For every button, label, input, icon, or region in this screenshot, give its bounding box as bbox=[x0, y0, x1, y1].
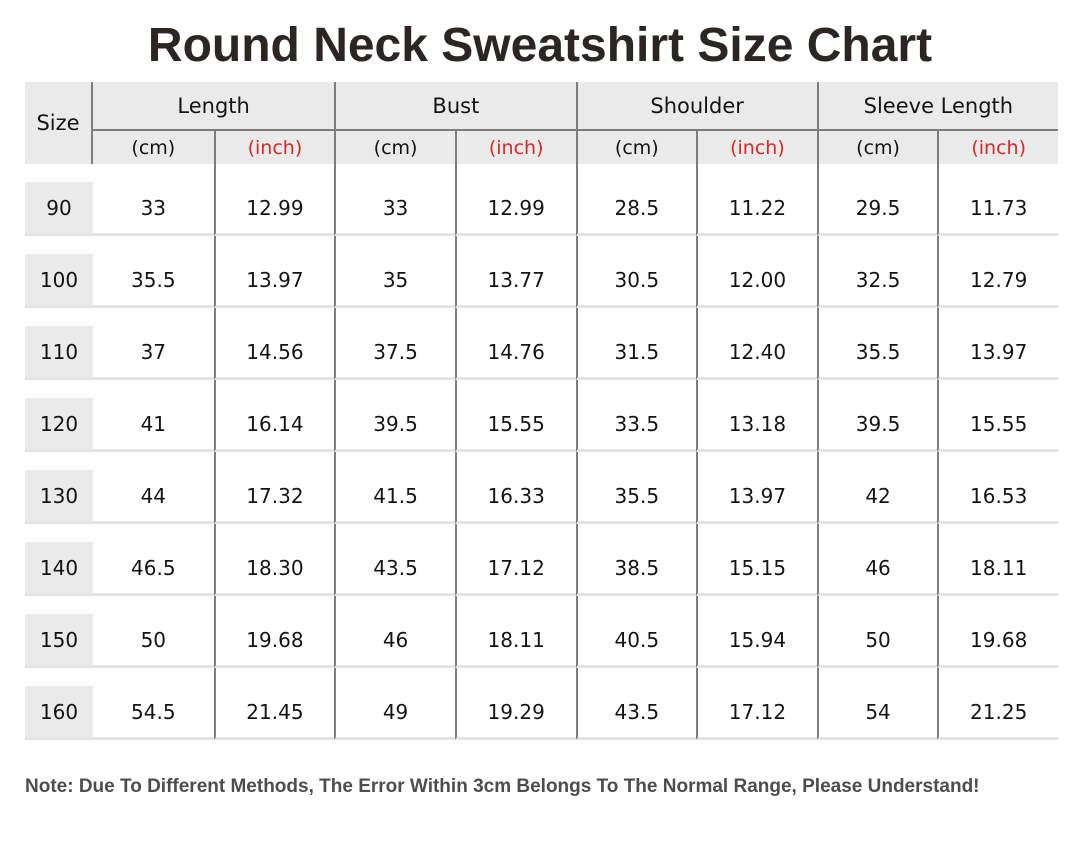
table-cell-shoulder-cm: 38.5 bbox=[575, 524, 697, 596]
table-cell-shoulder-inch: 11.22 bbox=[696, 164, 817, 236]
size-table: Size Length Bust Shoulder Sleeve Length … bbox=[25, 82, 1058, 740]
table-cell-shoulder-inch: 15.94 bbox=[696, 596, 817, 668]
table-cell-length-cm: 50 bbox=[93, 596, 214, 668]
column-group-bust: Bust bbox=[334, 82, 576, 131]
unit-header-shoulder-cm: (cm) bbox=[575, 131, 697, 164]
unit-header-shoulder-inch: (inch) bbox=[696, 131, 817, 164]
table-cell-length-inch: 18.30 bbox=[213, 524, 335, 596]
table-cell-shoulder-cm: 43.5 bbox=[575, 668, 697, 740]
table-cell-sleeve-inch: 18.11 bbox=[937, 524, 1058, 596]
table-cell-length-cm: 37 bbox=[93, 308, 214, 380]
table-cell-length-inch: 17.32 bbox=[213, 452, 335, 524]
column-group-sleeve-length: Sleeve Length bbox=[816, 82, 1058, 131]
size-cell: 90 bbox=[25, 164, 93, 236]
table-cell-shoulder-cm: 31.5 bbox=[575, 308, 697, 380]
size-chart-page: Round Neck Sweatshirt Size Chart Size Le… bbox=[0, 10, 1080, 798]
table-cell-sleeve-inch: 13.97 bbox=[937, 308, 1058, 380]
table-cell-shoulder-inch: 13.97 bbox=[696, 452, 817, 524]
table-cell-bust-inch: 15.55 bbox=[454, 380, 576, 452]
table-cell-shoulder-cm: 28.5 bbox=[575, 164, 697, 236]
table-cell-length-cm: 41 bbox=[93, 380, 214, 452]
size-cell: 120 bbox=[25, 380, 93, 452]
table-cell-length-inch: 21.45 bbox=[213, 668, 335, 740]
table-cell-length-cm: 54.5 bbox=[93, 668, 214, 740]
table-cell-bust-cm: 46 bbox=[334, 596, 455, 668]
table-cell-sleeve-cm: 32.5 bbox=[816, 236, 938, 308]
table-cell-shoulder-cm: 35.5 bbox=[575, 452, 697, 524]
table-cell-bust-inch: 19.29 bbox=[454, 668, 576, 740]
column-header-size: Size bbox=[25, 82, 93, 164]
table-cell-sleeve-inch: 15.55 bbox=[937, 380, 1058, 452]
size-cell: 150 bbox=[25, 596, 93, 668]
table-cell-length-inch: 14.56 bbox=[213, 308, 335, 380]
table-cell-shoulder-inch: 13.18 bbox=[696, 380, 817, 452]
table-cell-sleeve-cm: 29.5 bbox=[816, 164, 938, 236]
table-body: 90 33 12.99 33 12.99 28.5 11.22 29.5 11.73 100 35.… bbox=[25, 164, 1058, 740]
table-cell-length-cm: 33 bbox=[93, 164, 214, 236]
unit-header-bust-cm: (cm) bbox=[334, 131, 455, 164]
unit-header-bust-inch: (inch) bbox=[454, 131, 576, 164]
table-cell-length-cm: 44 bbox=[93, 452, 214, 524]
table-cell-bust-inch: 13.77 bbox=[454, 236, 576, 308]
table-cell-bust-inch: 17.12 bbox=[454, 524, 576, 596]
unit-header-sleeve-inch: (inch) bbox=[937, 131, 1058, 164]
column-group-shoulder: Shoulder bbox=[575, 82, 817, 131]
table-cell-shoulder-inch: 12.40 bbox=[696, 308, 817, 380]
table-cell-shoulder-cm: 33.5 bbox=[575, 380, 697, 452]
table-cell-length-inch: 19.68 bbox=[213, 596, 335, 668]
table-cell-length-cm: 35.5 bbox=[93, 236, 214, 308]
table-cell-bust-inch: 14.76 bbox=[454, 308, 576, 380]
table-cell-bust-inch: 12.99 bbox=[454, 164, 576, 236]
table-cell-shoulder-inch: 17.12 bbox=[696, 668, 817, 740]
table-cell-sleeve-cm: 35.5 bbox=[816, 308, 938, 380]
table-cell-shoulder-inch: 15.15 bbox=[696, 524, 817, 596]
table-cell-sleeve-inch: 12.79 bbox=[937, 236, 1058, 308]
unit-header-length-cm: (cm) bbox=[131, 136, 176, 159]
table-cell-sleeve-cm: 42 bbox=[816, 452, 938, 524]
table-cell-sleeve-cm: 46 bbox=[816, 524, 938, 596]
size-cell: 160 bbox=[25, 668, 93, 740]
table-cell-sleeve-inch: 19.68 bbox=[937, 596, 1058, 668]
column-group-length: Length bbox=[93, 82, 335, 131]
size-cell: 100 bbox=[25, 236, 93, 308]
table-cell-length-inch: 16.14 bbox=[213, 380, 335, 452]
table-cell-bust-cm: 39.5 bbox=[334, 380, 455, 452]
table-cell-bust-cm: 49 bbox=[334, 668, 455, 740]
table-cell-length-inch: 12.99 bbox=[213, 164, 335, 236]
table-cell-bust-cm: 41.5 bbox=[334, 452, 455, 524]
table-cell-sleeve-inch: 16.53 bbox=[937, 452, 1058, 524]
table-cell-sleeve-inch: 11.73 bbox=[937, 164, 1058, 236]
table-cell-bust-cm: 35 bbox=[334, 236, 455, 308]
unit-header-length-inch: (inch) bbox=[213, 131, 335, 164]
size-cell: 110 bbox=[25, 308, 93, 380]
table-cell-sleeve-inch: 21.25 bbox=[937, 668, 1058, 740]
table-cell-bust-cm: 37.5 bbox=[334, 308, 455, 380]
table-cell-length-inch: 13.97 bbox=[213, 236, 335, 308]
table-cell-bust-inch: 16.33 bbox=[454, 452, 576, 524]
table-cell-bust-cm: 33 bbox=[334, 164, 455, 236]
table-header: Size Length Bust Shoulder Sleeve Length … bbox=[25, 82, 1058, 164]
size-cell: 130 bbox=[25, 452, 93, 524]
note-text: Note: Due To Different Methods, The Erro… bbox=[25, 776, 980, 797]
page-title: Round Neck Sweatshirt Size Chart bbox=[147, 19, 933, 72]
table-cell-sleeve-cm: 50 bbox=[816, 596, 938, 668]
table-cell-shoulder-cm: 40.5 bbox=[575, 596, 697, 668]
table-cell-shoulder-cm: 30.5 bbox=[575, 236, 697, 308]
table-cell-sleeve-cm: 39.5 bbox=[816, 380, 938, 452]
table-cell-length-cm: 46.5 bbox=[93, 524, 214, 596]
unit-header-sleeve-cm: (cm) bbox=[816, 131, 938, 164]
table-cell-sleeve-cm: 54 bbox=[816, 668, 938, 740]
table-cell-bust-cm: 43.5 bbox=[334, 524, 455, 596]
table-cell-bust-inch: 18.11 bbox=[454, 596, 576, 668]
table-cell-shoulder-inch: 12.00 bbox=[696, 236, 817, 308]
size-cell: 140 bbox=[25, 524, 93, 596]
